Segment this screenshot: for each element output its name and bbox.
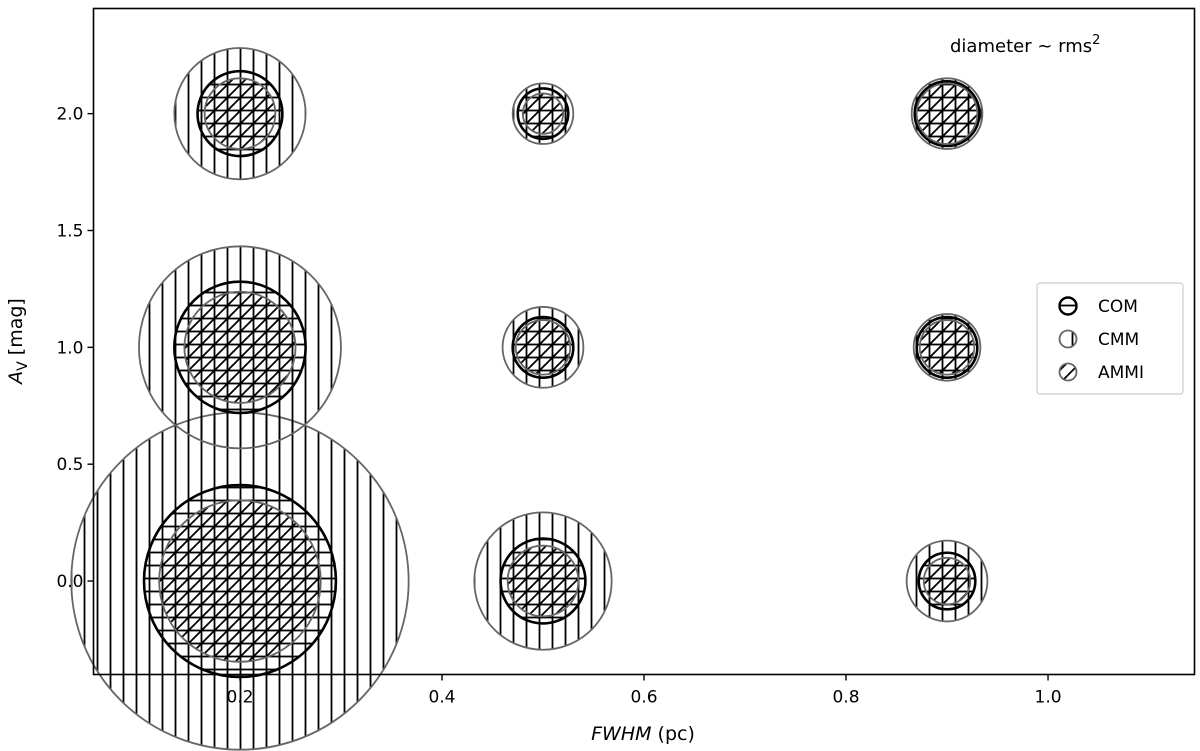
y-tick-label: 0.0: [56, 572, 83, 592]
marker-ammi: [521, 92, 565, 135]
legend-label-cmm: CMM: [1098, 330, 1139, 350]
legend-marker-ammi: [1058, 362, 1078, 382]
y-tick-label: 1.5: [56, 222, 83, 242]
x-axis-label: FWHM (pc): [591, 723, 695, 745]
x-tick-label: 0.6: [630, 688, 657, 708]
y-tick-label: 2.0: [56, 105, 83, 125]
legend-label-ammi: AMMI: [1098, 363, 1144, 383]
legend-marker-com: [1058, 296, 1078, 316]
marker-ammi: [183, 290, 297, 404]
marker-ammi: [506, 544, 580, 618]
marker-ammi: [918, 319, 976, 376]
x-tick-label: 0.8: [832, 688, 859, 708]
size-annotation: diameter ~ rms2: [950, 33, 1100, 57]
x-tick-label: 1.0: [1035, 688, 1062, 708]
data-markers: [70, 47, 989, 751]
y-axis-ticks: 0.0 0.5 1.0 1.5 2.0: [56, 105, 94, 592]
y-tick-label: 0.5: [56, 455, 83, 475]
x-tick-label: 0.2: [226, 688, 253, 708]
legend-marker-cmm: [1058, 329, 1078, 349]
marker-ammi: [203, 77, 277, 150]
y-axis-label: AV [mag]: [5, 298, 31, 386]
x-axis-ticks: 0.2 0.4 0.6 0.8 1.0: [226, 674, 1062, 708]
marker-ammi: [922, 556, 972, 606]
marker-ammi: [915, 82, 979, 145]
y-tick-label: 1.0: [56, 338, 83, 358]
marker-ammi: [514, 319, 572, 376]
marker-ammi: [158, 499, 322, 663]
x-tick-label: 0.4: [428, 688, 455, 708]
legend-label-com: COM: [1098, 297, 1138, 317]
legend: COM CMM AMMI: [1036, 282, 1184, 395]
